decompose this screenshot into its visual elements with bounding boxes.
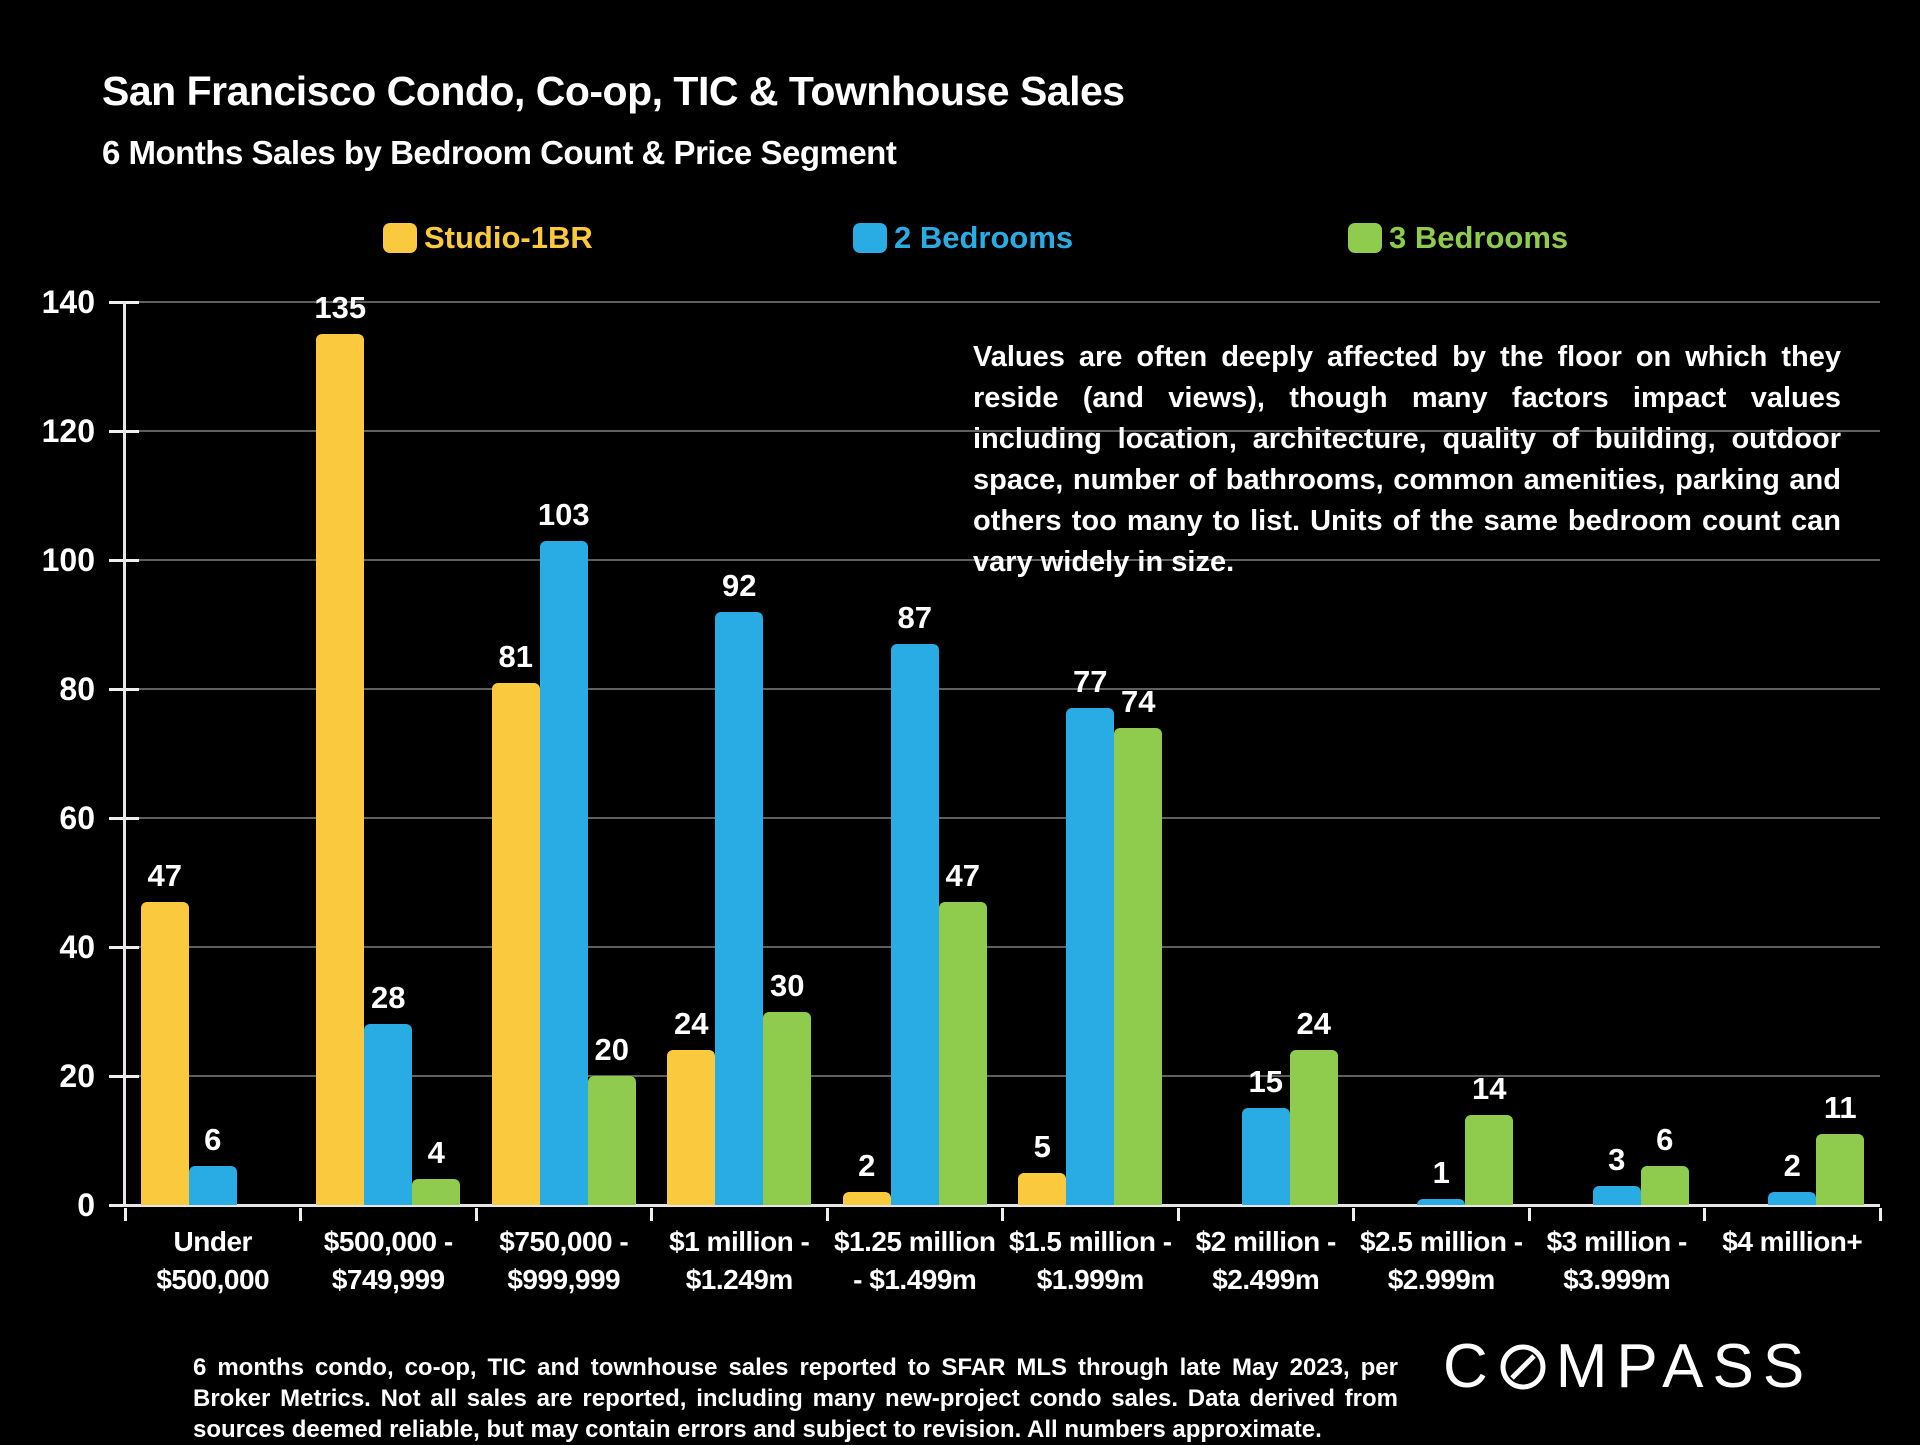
- x-tick-6: [1177, 1208, 1180, 1221]
- legend-swatch-icon: [853, 223, 887, 253]
- x-tick-2: [475, 1208, 478, 1221]
- compass-letter-c: C: [1443, 1336, 1497, 1398]
- bar-value-label: 3: [1608, 1142, 1625, 1178]
- chart-title: San Francisco Condo, Co-op, TIC & Townho…: [102, 68, 1125, 115]
- bar-value-label: 81: [499, 639, 533, 675]
- bar-value-label: 28: [371, 980, 405, 1016]
- bar-value-label: 74: [1121, 684, 1155, 720]
- gridline-60: [125, 817, 1880, 819]
- compass-logo: C MPASS: [1443, 1336, 1813, 1398]
- bar-3-bedrooms: [588, 1076, 636, 1205]
- bar-value-label: 6: [1656, 1122, 1673, 1158]
- annotation-text: Values are often deeply affected by the …: [973, 337, 1841, 583]
- bar-value-label: 24: [674, 1006, 708, 1042]
- y-axis-label: 100: [15, 542, 95, 579]
- x-tick-9: [1703, 1208, 1706, 1221]
- legend-label: Studio-1BR: [424, 220, 593, 256]
- compass-needle-o-icon: [1499, 1343, 1547, 1391]
- compass-letters-mpass: MPASS: [1556, 1336, 1813, 1398]
- legend-item-2: 2 Bedrooms: [853, 220, 1073, 256]
- legend-item-3: 3 Bedrooms: [1348, 220, 1568, 256]
- chart-subtitle: 6 Months Sales by Bedroom Count & Price …: [102, 134, 896, 172]
- bar-value-label: 2: [858, 1148, 875, 1184]
- bar-value-label: 20: [595, 1032, 629, 1068]
- bar-value-label: 2: [1784, 1148, 1801, 1184]
- x-tick-8: [1528, 1208, 1531, 1221]
- gridline-140: [125, 301, 1880, 303]
- legend-label: 3 Bedrooms: [1389, 220, 1568, 256]
- y-axis-label: 0: [15, 1187, 95, 1224]
- bar-2-bedrooms: [189, 1166, 237, 1205]
- y-axis-label: 120: [15, 413, 95, 450]
- x-tick-3: [650, 1208, 653, 1221]
- x-tick-4: [826, 1208, 829, 1221]
- bar-value-label: 4: [428, 1135, 445, 1171]
- bar-2-bedrooms: [1593, 1186, 1641, 1205]
- bar-3-bedrooms: [1465, 1115, 1513, 1205]
- bar-studio-1br: [843, 1192, 891, 1205]
- bar-value-label: 5: [1034, 1129, 1051, 1165]
- bar-3-bedrooms: [1641, 1166, 1689, 1205]
- bar-value-label: 30: [770, 968, 804, 1004]
- footer-note: 6 months condo, co-op, TIC and townhouse…: [193, 1352, 1398, 1445]
- bar-value-label: 1: [1433, 1155, 1450, 1191]
- bar-3-bedrooms: [763, 1012, 811, 1206]
- x-axis-label: $4 million+: [1665, 1223, 1920, 1261]
- legend-swatch-icon: [1348, 223, 1382, 253]
- x-tick-7: [1352, 1208, 1355, 1221]
- bar-3-bedrooms: [1290, 1050, 1338, 1205]
- bar-2-bedrooms: [364, 1024, 412, 1205]
- bar-2-bedrooms: [891, 644, 939, 1205]
- y-axis-label: 80: [15, 671, 95, 708]
- bar-3-bedrooms: [1816, 1134, 1864, 1205]
- x-tick-10: [1879, 1208, 1882, 1221]
- bar-2-bedrooms: [1066, 708, 1114, 1205]
- legend-swatch-icon: [383, 223, 417, 253]
- y-axis-label: 20: [15, 1058, 95, 1095]
- bar-value-label: 47: [148, 858, 182, 894]
- bar-value-label: 135: [314, 290, 366, 326]
- bar-value-label: 6: [204, 1122, 221, 1158]
- y-axis-line: [123, 302, 126, 1205]
- gridline-80: [125, 688, 1880, 690]
- gridline-40: [125, 946, 1880, 948]
- y-axis-label: 40: [15, 929, 95, 966]
- bar-value-label: 103: [538, 497, 590, 533]
- bar-2-bedrooms: [1417, 1199, 1465, 1205]
- bar-value-label: 24: [1297, 1006, 1331, 1042]
- bar-3-bedrooms: [1114, 728, 1162, 1205]
- bar-2-bedrooms: [715, 612, 763, 1205]
- x-tick-0: [124, 1208, 127, 1221]
- bar-2-bedrooms: [1242, 1108, 1290, 1205]
- bar-value-label: 15: [1249, 1064, 1283, 1100]
- legend-label: 2 Bedrooms: [894, 220, 1073, 256]
- x-tick-1: [299, 1208, 302, 1221]
- bar-value-label: 47: [946, 858, 980, 894]
- bar-studio-1br: [141, 902, 189, 1205]
- y-axis-label: 140: [15, 284, 95, 321]
- x-tick-5: [1001, 1208, 1004, 1221]
- bar-value-label: 87: [898, 600, 932, 636]
- bar-studio-1br: [492, 683, 540, 1205]
- bar-3-bedrooms: [939, 902, 987, 1205]
- bar-value-label: 11: [1824, 1090, 1857, 1126]
- bar-value-label: 92: [722, 568, 756, 604]
- bar-studio-1br: [667, 1050, 715, 1205]
- bar-studio-1br: [1018, 1173, 1066, 1205]
- bar-2-bedrooms: [540, 541, 588, 1205]
- bar-2-bedrooms: [1768, 1192, 1816, 1205]
- bar-3-bedrooms: [412, 1179, 460, 1205]
- bar-studio-1br: [316, 334, 364, 1205]
- y-axis-label: 60: [15, 800, 95, 837]
- bar-value-label: 14: [1472, 1071, 1506, 1107]
- bar-value-label: 77: [1073, 664, 1107, 700]
- legend-item-1: Studio-1BR: [383, 220, 593, 256]
